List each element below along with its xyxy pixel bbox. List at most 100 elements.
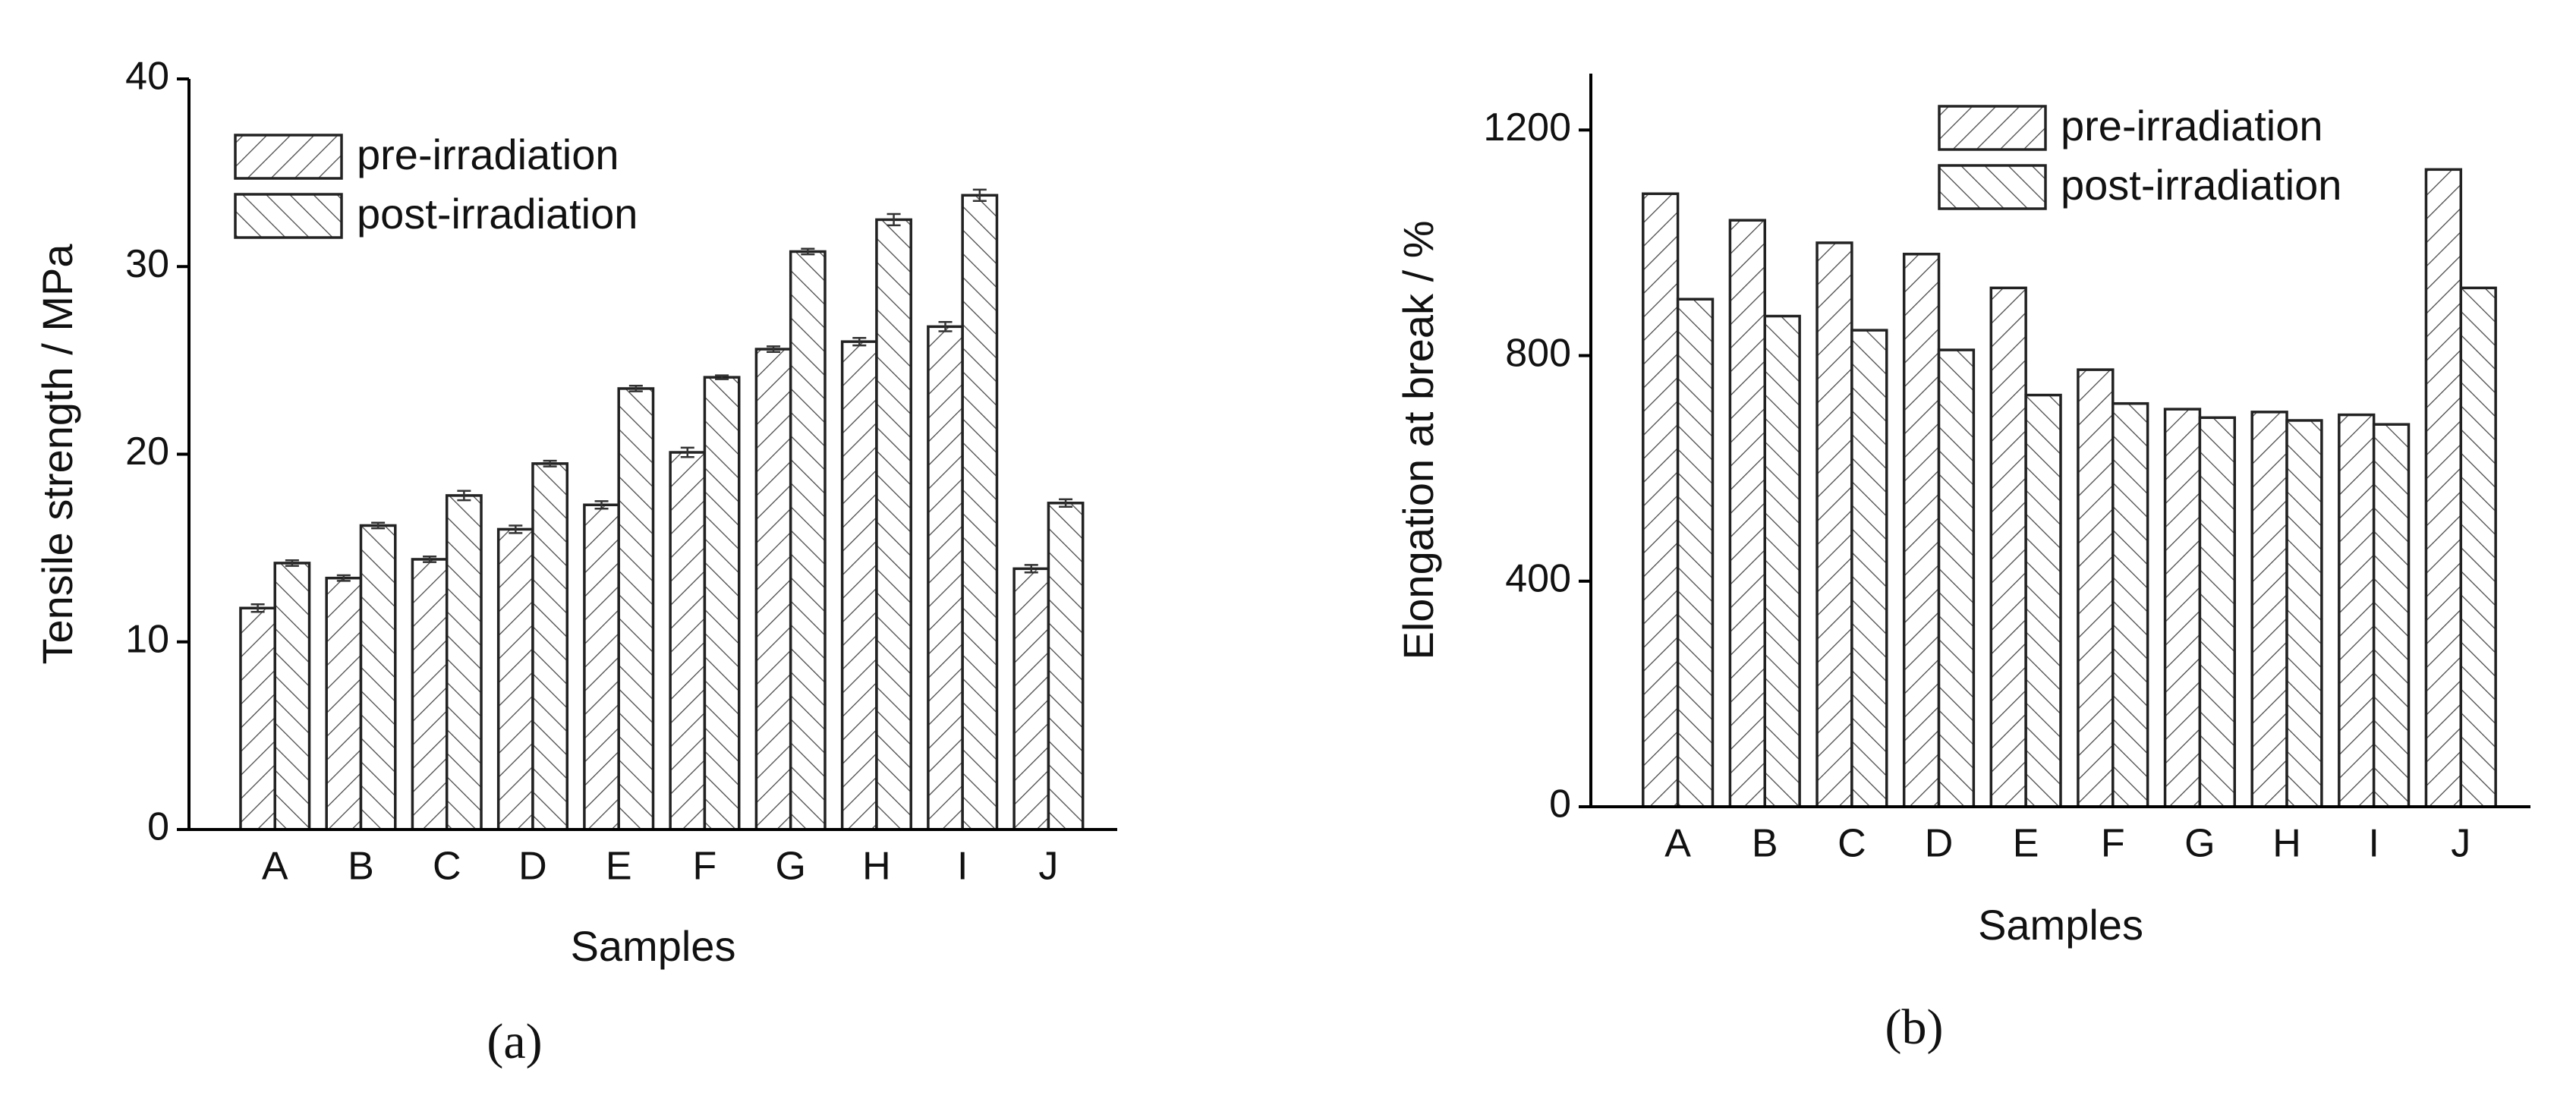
error-bar	[801, 247, 815, 256]
bar	[617, 387, 655, 831]
bar	[1728, 219, 1767, 808]
bar	[496, 527, 534, 831]
x-tick-label: G	[775, 845, 805, 889]
x-tick-label: D	[518, 845, 547, 889]
error-bar	[336, 574, 351, 582]
bar	[1012, 567, 1050, 831]
x-tick-label: D	[1925, 822, 1954, 866]
bar	[325, 576, 363, 831]
bar	[961, 194, 999, 831]
bar	[445, 494, 483, 831]
bar	[239, 606, 276, 831]
error-bar	[423, 556, 437, 563]
bar	[669, 451, 707, 831]
legend-swatch	[1938, 164, 2047, 210]
legend-label: post-irradiation	[357, 190, 638, 238]
error-bar	[852, 336, 867, 347]
y-tick-label: 40	[125, 55, 169, 99]
bar	[754, 348, 792, 831]
y-tick-label: 30	[125, 242, 169, 286]
error-bar	[767, 345, 781, 353]
axis-line	[1589, 74, 2530, 808]
x-tick-label: J	[2451, 822, 2471, 866]
y-tick-label: 400	[1505, 557, 1571, 601]
error-bar	[457, 490, 471, 502]
x-tick-label: A	[1664, 822, 1691, 866]
legend-swatch	[1938, 105, 2047, 151]
error-bar	[886, 212, 901, 227]
bar	[789, 250, 827, 831]
x-axis-title: Samples	[571, 922, 736, 970]
error-bar	[972, 188, 987, 202]
bar	[2077, 368, 2115, 808]
x-tick-label: C	[433, 845, 461, 889]
x-tick-label: F	[2101, 822, 2125, 866]
bar	[703, 376, 741, 831]
bar	[411, 558, 449, 831]
bar	[2338, 413, 2376, 808]
y-tick-label: 800	[1505, 331, 1571, 375]
bar	[840, 340, 878, 831]
x-tick-label: I	[2368, 822, 2379, 866]
bar	[1937, 348, 1976, 808]
error-bar	[250, 603, 265, 613]
x-tick-label: H	[862, 845, 891, 889]
x-tick-label: B	[1752, 822, 1778, 866]
error-bar	[285, 559, 299, 567]
y-axis-title: Elongation at break / %	[1394, 220, 1442, 660]
y-tick-label: 0	[147, 805, 169, 849]
y-tick-label: 10	[125, 617, 169, 661]
bar	[273, 562, 311, 831]
legend-swatch	[234, 193, 343, 239]
x-tick-label: E	[606, 845, 632, 889]
x-tick-label: B	[348, 845, 374, 889]
bar	[583, 503, 620, 831]
error-bar	[509, 524, 523, 534]
bar	[2163, 408, 2202, 808]
bar	[1902, 253, 1941, 808]
bar	[1850, 329, 1888, 808]
bar	[2372, 423, 2411, 808]
legend-label: pre-irradiation	[357, 131, 619, 178]
bar	[2250, 411, 2288, 808]
x-tick-label: H	[2272, 822, 2301, 866]
error-bar	[1059, 498, 1073, 508]
bar	[2112, 401, 2149, 808]
x-tick-label: I	[957, 845, 968, 889]
bar	[875, 218, 912, 831]
bar	[531, 462, 569, 831]
y-tick-label: 1200	[1483, 105, 1571, 150]
panel-label: (b)	[1885, 1000, 1944, 1055]
panel-label: (a)	[487, 1014, 542, 1069]
bar	[2285, 419, 2323, 808]
error-bar	[543, 459, 557, 468]
x-axis-title: Samples	[1978, 901, 2143, 949]
bar	[927, 325, 964, 831]
bar	[359, 524, 397, 831]
bar	[1047, 502, 1085, 831]
error-bar	[715, 374, 729, 380]
error-bar	[594, 500, 609, 510]
error-bar	[371, 521, 386, 530]
x-tick-label: C	[1838, 822, 1866, 866]
error-bar	[680, 446, 694, 458]
legend-label: pre-irradiation	[2061, 102, 2323, 150]
legend-label: post-irradiation	[2061, 161, 2341, 209]
axis-line	[187, 79, 1117, 831]
y-axis-title: Tensile strength / MPa	[33, 244, 81, 665]
bar	[2024, 393, 2062, 808]
bar	[1676, 298, 1715, 808]
y-tick-label: 20	[125, 430, 169, 474]
bar	[1815, 241, 1853, 808]
error-bar	[1024, 564, 1038, 574]
x-tick-label: G	[2184, 822, 2215, 866]
bar	[2459, 286, 2497, 808]
x-tick-label: E	[2013, 822, 2039, 866]
bar	[1989, 286, 2027, 808]
bar	[2198, 416, 2237, 808]
x-tick-label: F	[693, 845, 717, 889]
bar	[2424, 168, 2463, 808]
x-tick-label: J	[1038, 845, 1058, 889]
x-tick-label: A	[262, 845, 288, 889]
